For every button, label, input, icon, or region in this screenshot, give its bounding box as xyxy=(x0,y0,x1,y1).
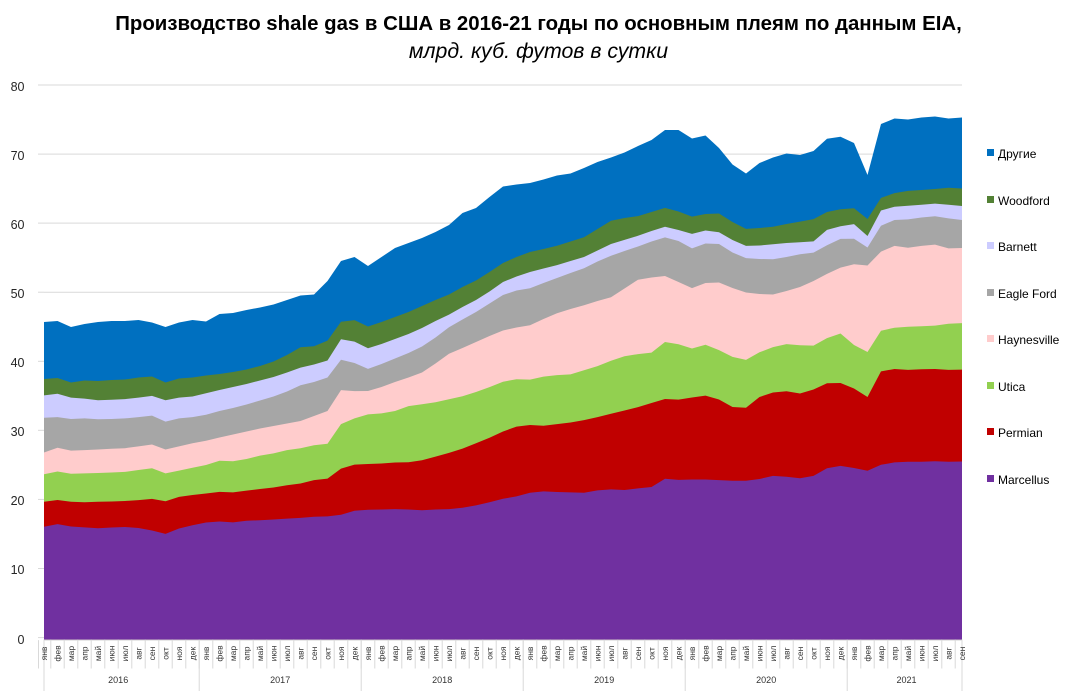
svg-text:авг: авг xyxy=(296,647,306,659)
svg-text:авг: авг xyxy=(782,647,792,659)
svg-text:мар: мар xyxy=(228,646,238,662)
svg-text:июл: июл xyxy=(606,646,616,662)
svg-text:май: май xyxy=(741,646,751,662)
svg-text:ноя: ноя xyxy=(660,646,670,660)
svg-text:апр: апр xyxy=(242,646,252,660)
svg-text:июн: июн xyxy=(593,645,603,661)
svg-text:дек: дек xyxy=(188,647,198,661)
svg-text:апр: апр xyxy=(404,646,414,660)
svg-text:дек: дек xyxy=(674,647,684,661)
svg-text:дек: дек xyxy=(512,647,522,661)
svg-text:ноя: ноя xyxy=(822,646,832,660)
svg-text:ноя: ноя xyxy=(498,646,508,660)
svg-text:июл: июл xyxy=(120,646,130,662)
svg-text:мар: мар xyxy=(552,646,562,662)
svg-text:май: май xyxy=(579,646,589,662)
svg-text:фев: фев xyxy=(215,645,225,662)
svg-text:июн: июн xyxy=(917,645,927,661)
svg-text:июн: июн xyxy=(107,645,117,661)
svg-text:май: май xyxy=(255,646,265,662)
svg-text:окт: окт xyxy=(809,647,819,660)
svg-text:дек: дек xyxy=(350,647,360,661)
svg-text:янв: янв xyxy=(525,646,535,660)
svg-text:авг: авг xyxy=(944,647,954,659)
svg-text:авг: авг xyxy=(458,647,468,659)
svg-text:апр: апр xyxy=(566,646,576,660)
svg-text:окт: окт xyxy=(647,647,657,660)
svg-text:окт: окт xyxy=(323,647,333,660)
svg-text:сен: сен xyxy=(795,646,805,660)
svg-text:сен: сен xyxy=(147,646,157,660)
svg-text:дек: дек xyxy=(836,647,846,661)
svg-text:май: май xyxy=(417,646,427,662)
svg-text:сен: сен xyxy=(633,646,643,660)
svg-text:апр: апр xyxy=(728,646,738,660)
svg-text:янв: янв xyxy=(363,646,373,660)
svg-text:май: май xyxy=(903,646,913,662)
svg-text:окт: окт xyxy=(485,647,495,660)
svg-text:авг: авг xyxy=(134,647,144,659)
svg-text:сен: сен xyxy=(471,646,481,660)
svg-text:авг: авг xyxy=(620,647,630,659)
svg-text:окт: окт xyxy=(161,647,171,660)
svg-text:июн: июн xyxy=(431,645,441,661)
svg-text:янв: янв xyxy=(39,646,49,660)
svg-text:мар: мар xyxy=(714,646,724,662)
svg-text:мар: мар xyxy=(66,646,76,662)
svg-text:фев: фев xyxy=(701,645,711,662)
svg-text:фев: фев xyxy=(539,645,549,662)
svg-text:май: май xyxy=(93,646,103,662)
svg-text:июл: июл xyxy=(930,646,940,662)
svg-text:июл: июл xyxy=(444,646,454,662)
svg-text:апр: апр xyxy=(890,646,900,660)
svg-text:апр: апр xyxy=(80,646,90,660)
svg-text:июл: июл xyxy=(282,646,292,662)
svg-text:ноя: ноя xyxy=(336,646,346,660)
svg-text:мар: мар xyxy=(876,646,886,662)
svg-text:мар: мар xyxy=(390,646,400,662)
svg-text:фев: фев xyxy=(377,645,387,662)
svg-text:янв: янв xyxy=(687,646,697,660)
svg-text:янв: янв xyxy=(849,646,859,660)
svg-text:сен: сен xyxy=(957,646,967,660)
svg-text:ноя: ноя xyxy=(174,646,184,660)
svg-text:июл: июл xyxy=(768,646,778,662)
svg-text:фев: фев xyxy=(53,645,63,662)
svg-text:июн: июн xyxy=(269,645,279,661)
svg-text:сен: сен xyxy=(309,646,319,660)
svg-text:янв: янв xyxy=(201,646,211,660)
svg-text:июн: июн xyxy=(755,645,765,661)
svg-text:фев: фев xyxy=(863,645,873,662)
